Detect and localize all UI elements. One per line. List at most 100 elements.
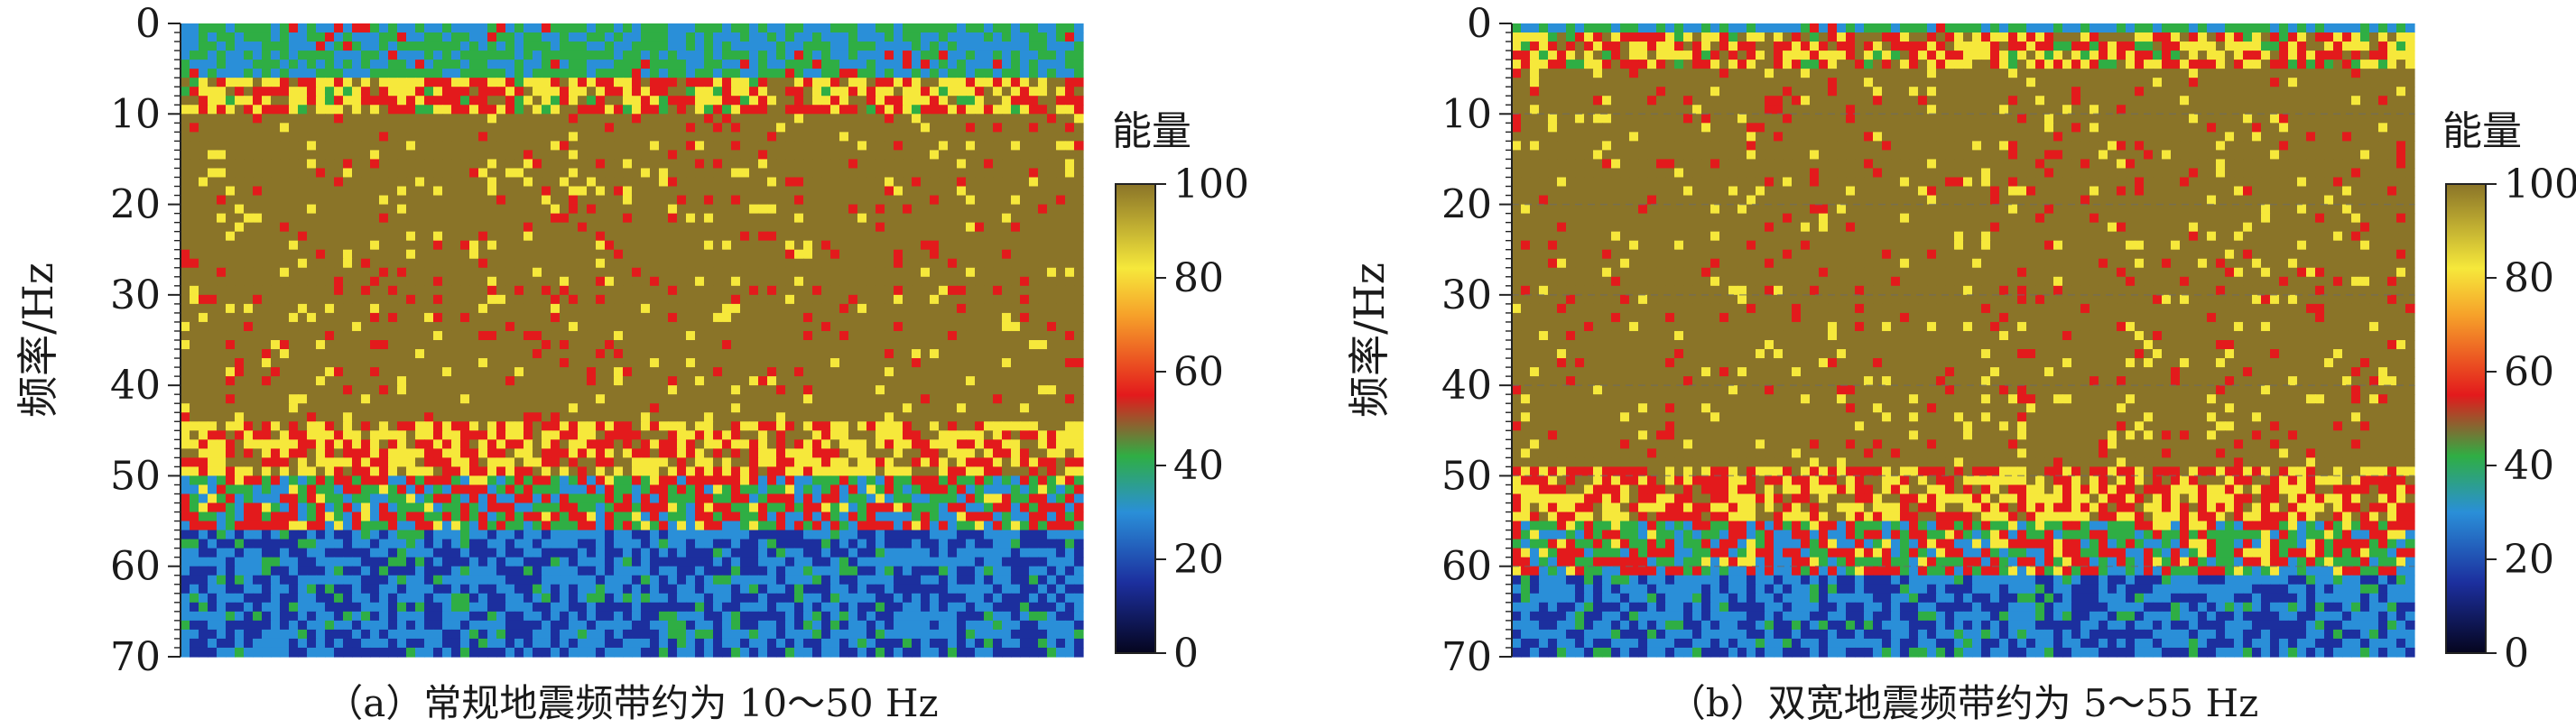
heatmap-cell (199, 330, 208, 341)
heatmap-cell (596, 466, 606, 477)
heatmap-cell (785, 231, 795, 242)
heatmap-cell (921, 195, 931, 206)
heatmap-cell (948, 168, 958, 179)
heatmap-cell (921, 105, 931, 115)
heatmap-cell (388, 213, 398, 224)
heatmap-cell (298, 385, 308, 395)
heatmap-cell (533, 448, 542, 458)
heatmap-cell (912, 87, 922, 97)
heatmap-cell (352, 186, 362, 197)
heatmap-cell (993, 141, 1003, 151)
heatmap-cell (190, 294, 199, 305)
heatmap-cell (948, 466, 958, 477)
heatmap-cell (731, 123, 741, 133)
heatmap-cell (352, 132, 362, 142)
heatmap-cell (1002, 78, 1012, 88)
heatmap-cell (921, 69, 931, 78)
heatmap-cell (397, 23, 407, 33)
heatmap-cell (894, 96, 903, 106)
heatmap-cell (1038, 412, 1048, 422)
heatmap-cell (569, 294, 579, 305)
heatmap-cell (388, 195, 398, 206)
heatmap-cell (677, 312, 687, 323)
heatmap-cell (316, 159, 326, 170)
heatmap-cell (749, 96, 759, 106)
heatmap-cell (505, 177, 515, 188)
heatmap-cell (1020, 60, 1030, 69)
heatmap-cell (244, 448, 254, 458)
heatmap-cell (244, 51, 254, 60)
heatmap-cell (785, 141, 795, 151)
heatmap-cell (533, 240, 542, 251)
heatmap-cell (857, 358, 867, 368)
heatmap-cell (812, 23, 822, 33)
heatmap-cell (253, 177, 263, 188)
heatmap-cell (542, 394, 551, 404)
heatmap-cell (524, 321, 533, 332)
heatmap-cell (767, 367, 777, 377)
heatmap-cell (686, 132, 696, 142)
heatmap-cell (596, 213, 606, 224)
heatmap-cell (632, 159, 642, 170)
heatmap-cell (578, 249, 588, 260)
heatmap-cell (695, 385, 705, 395)
heatmap-cell (1038, 385, 1048, 395)
heatmap-cell (812, 177, 822, 188)
heatmap-cell (993, 330, 1003, 341)
heatmap-cell (605, 114, 615, 124)
heatmap-cell (451, 358, 461, 368)
heatmap-cell (415, 294, 425, 305)
heatmap-cell (686, 51, 696, 60)
heatmap-cell (587, 213, 597, 224)
heatmap-cell (894, 159, 903, 170)
heatmap-cell (316, 303, 326, 314)
heatmap-cell (406, 367, 416, 377)
heatmap-cell (199, 439, 208, 449)
heatmap-cell (451, 285, 461, 296)
heatmap-cell (181, 168, 190, 179)
heatmap-cell (542, 330, 551, 341)
heatmap-cell (469, 240, 479, 251)
heatmap-cell (1065, 168, 1075, 179)
heatmap-cell (704, 285, 714, 296)
heatmap-cell (325, 141, 335, 151)
heatmap-cell (451, 114, 461, 124)
heatmap-cell (632, 276, 642, 287)
heatmap-cell (1074, 421, 1084, 431)
heatmap-cell (623, 231, 633, 242)
heatmap-cell (605, 231, 615, 242)
heatmap-cell (361, 231, 371, 242)
heatmap-cell (993, 231, 1003, 242)
heatmap-cell (650, 96, 660, 106)
heatmap-cell (885, 186, 894, 197)
heatmap-cell (704, 385, 714, 395)
heatmap-cell (379, 23, 389, 33)
heatmap-cell (866, 23, 876, 33)
heatmap-cell (948, 358, 958, 368)
heatmap-cell (876, 150, 885, 161)
heatmap-cell (478, 258, 488, 269)
heatmap-cell (993, 213, 1003, 224)
heatmap-cell (794, 69, 804, 78)
heatmap-cell (334, 430, 344, 440)
heatmap-cell (217, 231, 227, 242)
heatmap-cell (605, 367, 615, 377)
heatmap-cell (921, 150, 931, 161)
heatmap-cell (226, 96, 236, 106)
heatmap-cell (713, 186, 723, 197)
heatmap-cell (298, 412, 308, 422)
heatmap-cell (993, 123, 1003, 133)
heatmap-cell (542, 421, 551, 431)
heatmap-cell (650, 385, 660, 395)
heatmap-cell (370, 367, 380, 377)
heatmap-cell (451, 412, 461, 422)
heatmap-cell (226, 69, 236, 78)
heatmap-cell (514, 330, 524, 341)
heatmap-cell (948, 421, 958, 431)
heatmap-cell (262, 204, 272, 215)
heatmap-cell (433, 367, 443, 377)
heatmap-cell (614, 195, 624, 206)
heatmap-cell (912, 285, 922, 296)
heatmap-cell (496, 195, 506, 206)
heatmap-cell (695, 312, 705, 323)
